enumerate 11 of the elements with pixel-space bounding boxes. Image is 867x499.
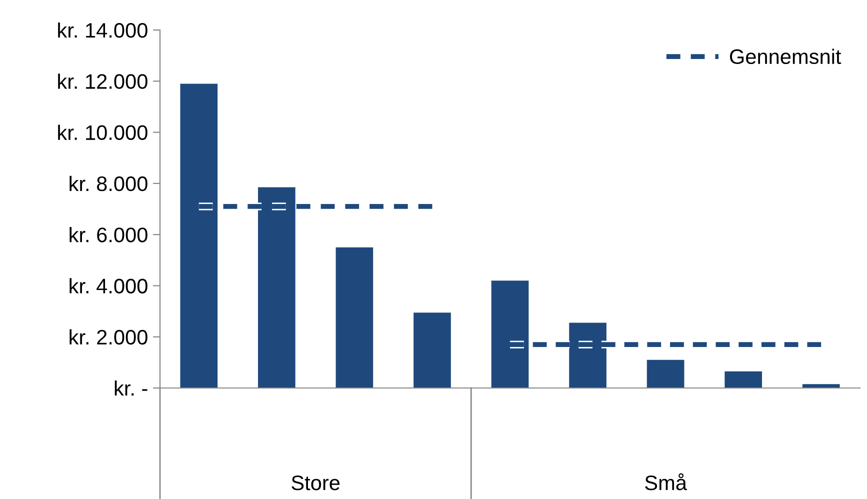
y-tick-label: kr. -	[114, 380, 148, 396]
y-tick-label: kr. 12.000	[58, 74, 148, 89]
y-tick-label: kr. 14.000	[58, 22, 148, 38]
y-tick-label: kr. 10.000	[58, 124, 148, 140]
text: Små	[645, 473, 687, 490]
y-tick-label: kr. 6.000	[70, 227, 148, 242]
legend-label: Gennemsnit	[730, 48, 842, 64]
text: Store	[292, 476, 340, 490]
y-tick-label: kr. 8.000	[70, 176, 148, 192]
y-tick-label: kr. 4.000	[70, 278, 148, 294]
y-tick-label: kr. 2.000	[70, 329, 148, 345]
